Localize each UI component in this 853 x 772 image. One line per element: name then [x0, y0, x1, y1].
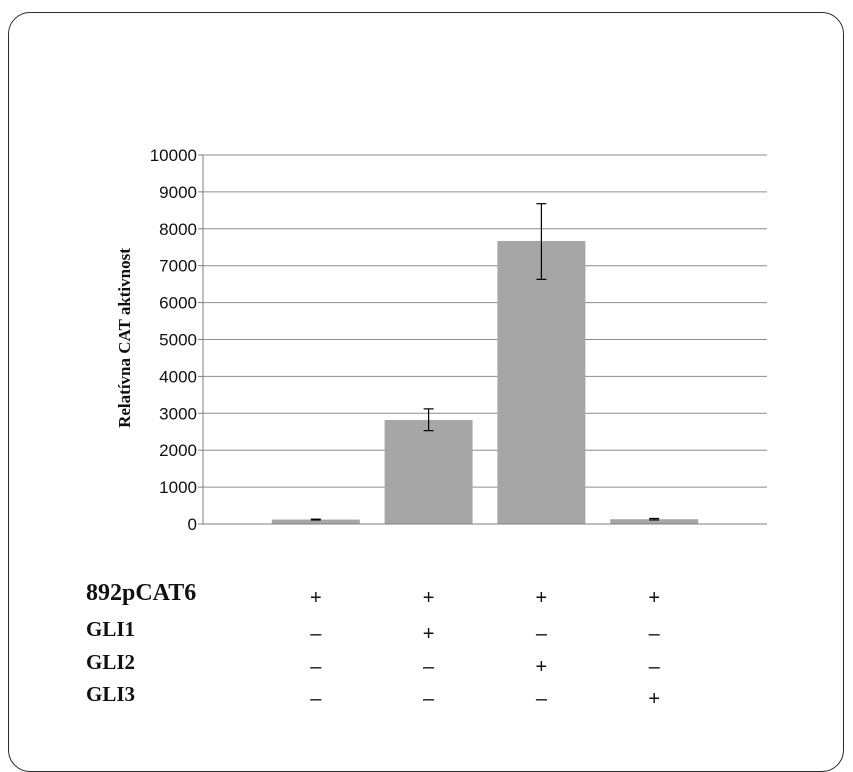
- y-tick-label: 6000: [159, 294, 197, 313]
- bar-3: [497, 240, 586, 525]
- y-tick-label: 0: [188, 515, 197, 534]
- error-bar-4: [649, 517, 660, 521]
- y-tick-label: 8000: [159, 220, 197, 239]
- condition-sign: –: [536, 623, 548, 645]
- condition-sign: –: [310, 688, 322, 710]
- error-bar-2: [423, 408, 434, 432]
- y-tick-label: 1000: [159, 478, 197, 497]
- condition-sign: –: [310, 656, 322, 678]
- y-axis-label: Relatívna CAT aktivnost: [115, 248, 134, 428]
- condition-sign: +: [648, 587, 660, 609]
- condition-sign: –: [649, 623, 661, 645]
- condition-label-gli3: GLI3: [86, 682, 135, 706]
- y-tick-label: 7000: [159, 257, 197, 276]
- y-tick-label: 4000: [159, 367, 197, 386]
- condition-sign: +: [648, 688, 660, 710]
- condition-sign: –: [310, 623, 322, 645]
- y-tick-labels: 0 1000 2000 3000 4000 5000 6000 7000 8000 9000 100…: [150, 146, 197, 534]
- condition-label-892pcat6: 892pCAT6: [86, 580, 196, 606]
- condition-label-gli1: GLI1: [86, 617, 135, 641]
- gridlines: [198, 154, 767, 525]
- bar-chart: 0 1000 2000 3000 4000 5000 6000 7000 8000 9000 100…: [86, 146, 767, 710]
- bar-2: [384, 419, 473, 524]
- bar-1: [271, 519, 360, 524]
- y-tick-label: 10000: [150, 146, 197, 165]
- condition-table: 892pCAT6 + + + + GLI1 – + – – GLI2 – – + – GLI3 – – – +: [86, 580, 661, 710]
- error-bar-3: [536, 203, 547, 280]
- error-bars: [310, 203, 660, 521]
- bars: [271, 240, 699, 525]
- y-tick-label: 2000: [159, 441, 197, 460]
- condition-sign: +: [536, 656, 548, 678]
- condition-sign: –: [423, 688, 435, 710]
- condition-sign: +: [310, 587, 322, 609]
- condition-sign: –: [536, 688, 548, 710]
- condition-sign: +: [423, 587, 435, 609]
- condition-sign: –: [423, 656, 435, 678]
- y-tick-label: 5000: [159, 331, 197, 350]
- bar-4: [610, 519, 699, 524]
- condition-sign: +: [536, 587, 548, 609]
- condition-sign: +: [423, 623, 435, 645]
- condition-sign: –: [649, 656, 661, 678]
- y-tick-label: 3000: [159, 404, 197, 423]
- condition-label-gli2: GLI2: [86, 650, 135, 674]
- y-tick-label: 9000: [159, 183, 197, 202]
